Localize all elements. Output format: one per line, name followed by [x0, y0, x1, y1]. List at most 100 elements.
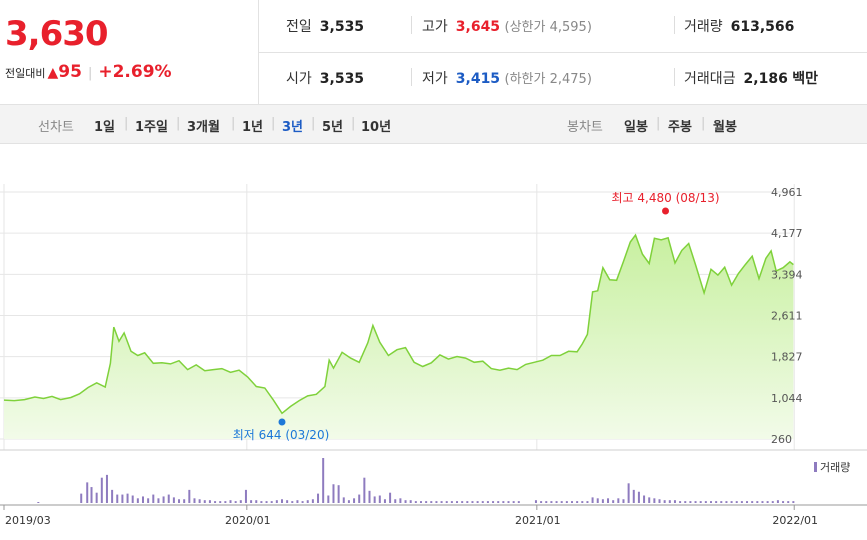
- volume-bar: [576, 501, 579, 503]
- stat-value: 2,186: [743, 71, 788, 87]
- volume-bar: [782, 501, 785, 503]
- volume-bar: [735, 501, 738, 503]
- volume-bar: [116, 494, 119, 503]
- volume-bar: [596, 498, 599, 503]
- volume-bar: [347, 500, 350, 503]
- price-area: [4, 235, 794, 439]
- divider: |: [311, 116, 316, 131]
- volume-bar: [224, 501, 227, 503]
- x-tick-label: 2022/01: [772, 514, 818, 527]
- volume-bar: [684, 501, 687, 503]
- price-box: 3,630 전일대비 ▲95 | +2.69%: [0, 0, 259, 104]
- day-low: 저가 3,415 (하한가 2,475): [422, 68, 592, 88]
- y-tick-label: 260: [771, 433, 792, 446]
- volume-bar: [540, 501, 543, 503]
- stat-label: 거래대금: [684, 71, 736, 87]
- tab-1-week[interactable]: 1주일: [135, 120, 168, 135]
- stat-value: 3,535: [319, 19, 365, 35]
- volume-bar: [591, 497, 594, 503]
- divider: |: [351, 116, 356, 131]
- volume-bar: [260, 501, 263, 503]
- volume-bar: [512, 501, 515, 503]
- volume-bar: [280, 499, 283, 503]
- volume-bar: [450, 501, 453, 503]
- tab-3-years[interactable]: 3년: [282, 120, 304, 135]
- volume-bar: [147, 498, 150, 503]
- volume-bar: [337, 485, 340, 503]
- tab-10-years[interactable]: 10년: [361, 120, 392, 135]
- volume-bar: [658, 499, 661, 503]
- change-percent: +2.69%: [98, 62, 172, 82]
- volume-bar: [332, 484, 335, 503]
- high-annotation: 최고 4,480 (08/13): [612, 191, 720, 205]
- volume-bar: [653, 498, 656, 503]
- y-tick-label: 1,827: [771, 351, 803, 364]
- volume-bars: [37, 458, 795, 503]
- day-high: 고가 3,645 (상한가 4,595): [422, 16, 592, 36]
- volume-bar: [440, 501, 443, 503]
- volume-bar: [607, 498, 610, 503]
- volume-bar: [136, 498, 139, 503]
- divider: |: [701, 116, 706, 131]
- volume-bar: [565, 501, 568, 503]
- volume-bar: [172, 497, 175, 503]
- volume-bar: [425, 501, 428, 503]
- high-marker: [662, 207, 670, 215]
- volume-bar: [250, 500, 253, 503]
- volume-bar: [673, 500, 676, 503]
- volume-bar: [776, 500, 779, 503]
- tab-weekly[interactable]: 주봉: [668, 120, 692, 135]
- volume-bar: [679, 501, 682, 503]
- volume-bar: [637, 491, 640, 503]
- volume-bar: [286, 500, 289, 503]
- change-value: 95: [58, 62, 82, 82]
- volume-bar: [725, 501, 728, 503]
- divider: |: [231, 116, 236, 131]
- volume-bar: [740, 501, 743, 503]
- divider: |: [124, 116, 129, 131]
- stat-label: 저가: [422, 71, 448, 87]
- tab-3-months[interactable]: 3개월: [187, 120, 220, 135]
- x-tick-label: 2021/01: [515, 514, 561, 527]
- change-label: 전일대비: [5, 67, 46, 80]
- tab-5-years[interactable]: 5년: [322, 120, 344, 135]
- volume-bar: [275, 500, 278, 503]
- volume-bar: [492, 501, 495, 503]
- tab-1-day[interactable]: 1일: [94, 120, 116, 135]
- y-tick-label: 1,044: [771, 392, 803, 405]
- stats-row: 전일 3,535 고가 3,645 (상한가 4,595) 거래량 613,566: [259, 0, 867, 53]
- volume-bar: [219, 501, 222, 503]
- volume-bar: [751, 501, 754, 503]
- volume-bar: [86, 482, 89, 503]
- volume-bar: [80, 493, 83, 503]
- volume-bar: [301, 501, 304, 503]
- volume-bar: [787, 501, 790, 503]
- volume-bar: [570, 501, 573, 503]
- volume-bar: [746, 501, 749, 503]
- stat-label: 고가: [422, 19, 448, 35]
- volume-bar: [193, 498, 196, 503]
- volume-bar: [183, 499, 186, 503]
- volume-bar: [404, 500, 407, 503]
- volume-bar: [157, 498, 160, 503]
- volume-bar: [648, 497, 651, 503]
- upper-limit: (상한가 4,595): [504, 20, 592, 35]
- volume-bar: [373, 496, 376, 503]
- volume-bar: [445, 501, 448, 503]
- volume-bar: [689, 501, 692, 503]
- divider: |: [87, 66, 93, 81]
- volume-bar: [167, 494, 170, 503]
- tab-daily[interactable]: 일봉: [624, 120, 648, 135]
- volume-bar: [586, 501, 589, 503]
- volume-bar: [555, 501, 558, 503]
- price-chart: 4,961 4,177 3,394 2,611 1,827 1,044 260 최고 4,4…: [0, 184, 867, 527]
- stat-label: 거래량: [684, 19, 723, 35]
- volume-bar: [730, 501, 733, 503]
- volume-bar: [234, 501, 237, 503]
- volume-bar: [198, 499, 201, 503]
- tab-monthly[interactable]: 월봉: [713, 120, 737, 135]
- tab-1-year[interactable]: 1년: [242, 120, 264, 135]
- volume-bar: [632, 489, 635, 503]
- volume-bar: [466, 501, 469, 503]
- stat-value: 613,566: [730, 19, 795, 35]
